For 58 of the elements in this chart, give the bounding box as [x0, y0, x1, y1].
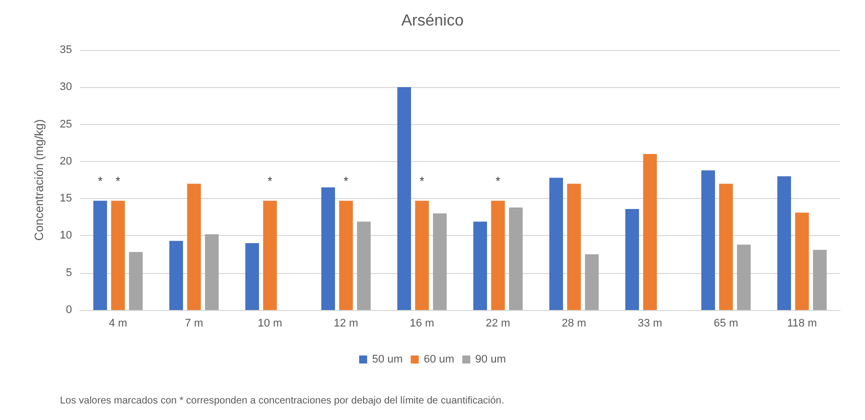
x-tick-label: 16 m — [410, 318, 434, 330]
data-label: * — [344, 174, 349, 188]
bar — [795, 212, 809, 310]
bar — [508, 207, 523, 310]
bar — [812, 250, 827, 310]
y-tick-label: 10 — [60, 230, 72, 242]
y-tick-label: 0 — [66, 304, 72, 316]
data-label: * — [268, 174, 273, 188]
x-tick-label: 28 m — [562, 318, 586, 330]
bar — [128, 252, 143, 310]
bar — [415, 200, 429, 310]
bar — [777, 176, 792, 310]
bar — [111, 200, 125, 310]
bar — [169, 240, 184, 310]
bar — [321, 187, 336, 310]
legend-label: 90 um — [475, 354, 506, 366]
bar — [263, 200, 277, 310]
bar — [625, 208, 640, 310]
bar — [356, 222, 371, 310]
bar — [719, 184, 733, 310]
chart-title: Arsénico — [401, 12, 464, 30]
x-tick-label: 4 m — [108, 318, 128, 330]
legend-label: 60 um — [424, 354, 454, 366]
y-tick-label: 5 — [66, 266, 72, 279]
bar — [204, 234, 219, 310]
bar — [187, 184, 201, 310]
y-tick-label: 30 — [60, 81, 72, 94]
bar — [339, 200, 353, 310]
x-tick-label: 118 m — [787, 318, 817, 330]
y-tick-label: 35 — [60, 44, 72, 56]
text: Los valores marcados con * corresponden a concentraciones por debajo del límite de cuantificación. — [60, 396, 504, 406]
bar — [701, 170, 716, 310]
bar — [584, 254, 599, 310]
bar — [432, 213, 447, 310]
data-label: * — [420, 174, 425, 188]
y-tick-label: 20 — [60, 155, 72, 168]
y-tick-label: 15 — [60, 192, 72, 205]
x-tick-label: 33 m — [638, 318, 662, 330]
bar — [491, 200, 505, 310]
bar — [93, 200, 108, 310]
legend-label: 50 um — [372, 354, 403, 366]
x-tick-label: 12 m — [334, 318, 358, 330]
bar — [549, 178, 564, 310]
bar — [473, 222, 488, 310]
bar — [567, 184, 581, 310]
y-tick-label: 25 — [60, 118, 72, 130]
data-label: * — [496, 174, 501, 188]
y-axis-title: Concentración (mg/kg) — [32, 119, 46, 241]
data-label: * — [98, 174, 103, 188]
x-tick-label: 22 m — [486, 318, 510, 330]
bar — [736, 244, 751, 310]
x-tick-label: 10 m — [258, 318, 282, 330]
bar — [245, 243, 260, 310]
data-label: * — [116, 174, 121, 188]
x-tick-label: 65 m — [714, 318, 738, 330]
bar — [643, 154, 657, 310]
x-tick-label: 7 m — [184, 318, 204, 330]
bar — [397, 87, 412, 310]
